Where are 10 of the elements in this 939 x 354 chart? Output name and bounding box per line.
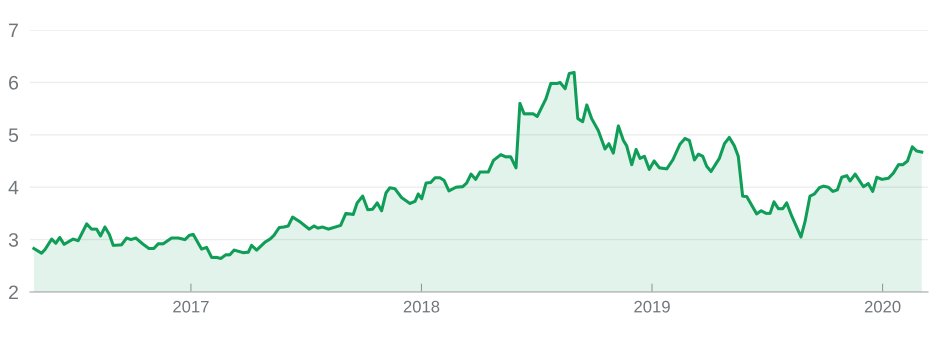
x-tick-label: 2018: [404, 300, 440, 313]
y-tick-label: 6: [9, 76, 18, 90]
x-tick-label: 2019: [634, 300, 670, 313]
y-tick-label: 4: [8, 180, 18, 194]
x-tick-label: 2020: [864, 300, 900, 313]
y-tick-label: 7: [9, 24, 18, 38]
y-tick-label: 2: [9, 285, 18, 300]
x-tick-label: 2017: [173, 300, 209, 313]
y-tick-label: 5: [8, 128, 18, 142]
y-tick-label: 3: [8, 233, 18, 247]
